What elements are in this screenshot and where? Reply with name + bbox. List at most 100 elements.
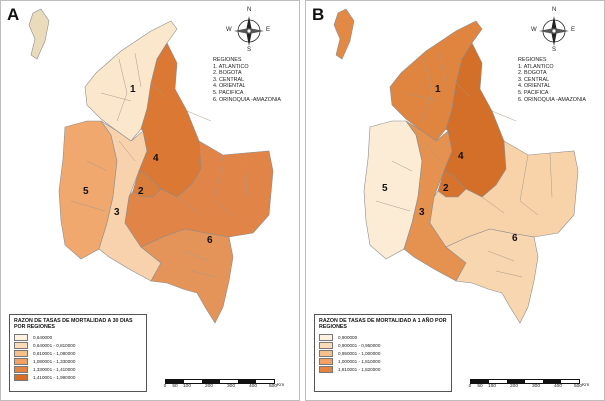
scale-tick: 300	[226, 384, 236, 389]
map-label-2: 2	[138, 186, 144, 197]
legend-swatch	[14, 334, 28, 342]
map-label-6: 6	[207, 235, 213, 246]
legend-label: 1,410001 - 1,990000	[33, 375, 76, 381]
legend-swatch	[319, 342, 333, 350]
legend-swatch	[319, 358, 333, 366]
legend-swatch	[319, 350, 333, 358]
compass-west: W	[531, 27, 537, 33]
map-panel-b: 1 2 3 4 5 6 B N S E W REGIONES 1. ATLANT…	[305, 0, 605, 401]
legend-item: 1,810001 - 1,820000	[319, 366, 447, 374]
map-label-5: 5	[382, 183, 388, 194]
map-label-1: 1	[435, 84, 441, 95]
scale-tick: 200	[204, 384, 214, 389]
legend-swatch	[319, 366, 333, 374]
compass-south: S	[552, 47, 557, 53]
scale-tick: 50	[172, 384, 178, 389]
region-amazonia	[445, 228, 539, 324]
scale-tick: 100	[487, 384, 497, 389]
legend-swatch	[14, 350, 28, 358]
colombia-map-a: 1 2 3 4 5 6	[28, 8, 274, 324]
regions-item: 2. BOGOTA	[518, 70, 547, 77]
regions-list: REGIONES 1. ATLANTICO 2. BOGOTA 3. CENTR…	[213, 57, 281, 103]
map-label-6: 6	[512, 233, 518, 244]
legend-label: 1,810001 - 1,820000	[338, 367, 381, 373]
compass-rose-icon: N S E W	[531, 7, 576, 53]
legend-label: 0,950001 - 1,000000	[338, 351, 381, 357]
legend-item: 1,410001 - 1,990000	[14, 374, 142, 382]
scale-tick: 50	[477, 384, 483, 389]
scale-tick: 0	[163, 384, 167, 389]
panel-letter-a: A	[7, 5, 20, 24]
scale-tick: 400	[553, 384, 563, 389]
regions-list: REGIONES 1. ATLANTICO 2. BOGOTA 3. CENTR…	[518, 57, 586, 103]
compass-south: S	[247, 47, 252, 53]
department-borders	[70, 52, 248, 278]
legend-item: 0,950001 - 1,000000	[319, 350, 447, 358]
department-borders	[375, 52, 553, 278]
scale-tick: 300	[531, 384, 541, 389]
regions-item: 1. ATLANTICO	[518, 63, 554, 70]
scale-tick: 500	[573, 384, 583, 389]
legend-label: 1,330001 - 1,410000	[33, 367, 76, 373]
scale-unit: Km	[582, 383, 590, 388]
legend-label: 0,900001 - 0,950000	[338, 343, 381, 349]
regions-title: REGIONES	[213, 57, 242, 63]
island-region	[333, 8, 355, 60]
scale-bar: 0 50 100 200 300 400 500 Km	[464, 379, 596, 399]
regions-item: 2. BOGOTA	[213, 70, 242, 77]
compass-east: E	[266, 27, 271, 33]
legend-label: 0,640001 - 0,810000	[33, 343, 76, 349]
regions-item: 6. ORINOQUIA -AMAZONIA	[213, 96, 281, 103]
compass-west: W	[226, 27, 232, 33]
regions-item: 3. CENTRAL	[213, 76, 245, 83]
island-region	[28, 8, 50, 60]
scale-tick: 200	[509, 384, 519, 389]
region-amazonia	[140, 228, 234, 324]
legend-item: 0,640001 - 0,810000	[14, 342, 142, 350]
regions-item: 4. ORIENTAL	[518, 83, 551, 90]
legend-item: 0,810001 - 1,080000	[14, 350, 142, 358]
panel-letter-b: B	[312, 5, 325, 24]
legend-title: RAZON DE TASAS DE MORTALIDAD A 30 DIAS P…	[14, 318, 133, 331]
compass-north: N	[552, 7, 557, 13]
map-label-5: 5	[83, 186, 89, 197]
legend-item: 1,000001 - 1,810000	[319, 358, 447, 366]
legend-swatch	[14, 366, 28, 374]
scale-tick: 500	[268, 384, 278, 389]
legend-item: 0,900000	[319, 334, 447, 342]
scale-unit: Km	[277, 383, 285, 388]
map-panel-a: 1 2 3 4 5 6 A N S E W REGIONES 1. ATLANT…	[0, 0, 300, 401]
map-label-3: 3	[114, 207, 120, 218]
compass-north: N	[247, 7, 252, 13]
map-label-4: 4	[153, 153, 159, 164]
regions-item: 4. ORIENTAL	[213, 83, 246, 90]
regions-title: REGIONES	[518, 57, 547, 63]
regions-item: 5. PACIFICA	[213, 89, 244, 96]
legend-item: 0,900001 - 0,950000	[319, 342, 447, 350]
legend-swatch	[319, 334, 333, 342]
legend-swatch	[14, 342, 28, 350]
scale-bar: 0 50 100 200 300 400 500 Km	[159, 379, 291, 399]
legend-label: 1,000001 - 1,810000	[338, 359, 381, 365]
map-label-3: 3	[419, 207, 425, 218]
legend-item: 0,640000	[14, 334, 142, 342]
compass-east: E	[571, 27, 576, 33]
compass-rose-icon: N S E W	[226, 7, 271, 53]
regions-item: 5. PACIFICA	[518, 89, 549, 96]
legend-label: 0,810001 - 1,080000	[33, 351, 76, 357]
colombia-map-b: 1 2 3 4 5 6	[333, 8, 579, 324]
legend-label: 0,900000	[338, 335, 358, 341]
legend-title: RAZON DE TASAS DE MORTALIDAD A 1 AÑO POR…	[319, 318, 447, 331]
legend-item: 1,330001 - 1,410000	[14, 366, 142, 374]
regions-item: 6. ORINOQUIA -AMAZONIA	[518, 96, 586, 103]
scale-tick: 0	[468, 384, 472, 389]
legend-item: 1,080001 - 1,330000	[14, 358, 142, 366]
legend-label: 1,080001 - 1,330000	[33, 359, 76, 365]
legend-box: RAZON DE TASAS DE MORTALIDAD A 30 DIAS P…	[9, 314, 147, 392]
scale-tick: 400	[248, 384, 258, 389]
map-label-4: 4	[458, 151, 464, 162]
legend-swatch	[14, 358, 28, 366]
legend-box: RAZON DE TASAS DE MORTALIDAD A 1 AÑO POR…	[314, 314, 452, 392]
regions-item: 1. ATLANTICO	[213, 63, 249, 70]
map-label-2: 2	[443, 183, 449, 194]
